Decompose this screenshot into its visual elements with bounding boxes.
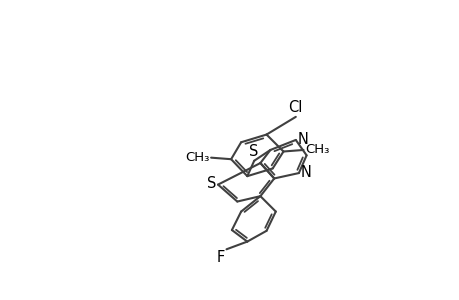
Text: N: N	[297, 132, 308, 147]
Text: Cl: Cl	[288, 100, 302, 115]
Text: CH₃: CH₃	[304, 143, 329, 157]
Text: N: N	[300, 165, 311, 180]
Text: S: S	[207, 176, 216, 191]
Text: CH₃: CH₃	[185, 151, 209, 164]
Text: S: S	[248, 144, 257, 159]
Text: F: F	[216, 250, 224, 265]
